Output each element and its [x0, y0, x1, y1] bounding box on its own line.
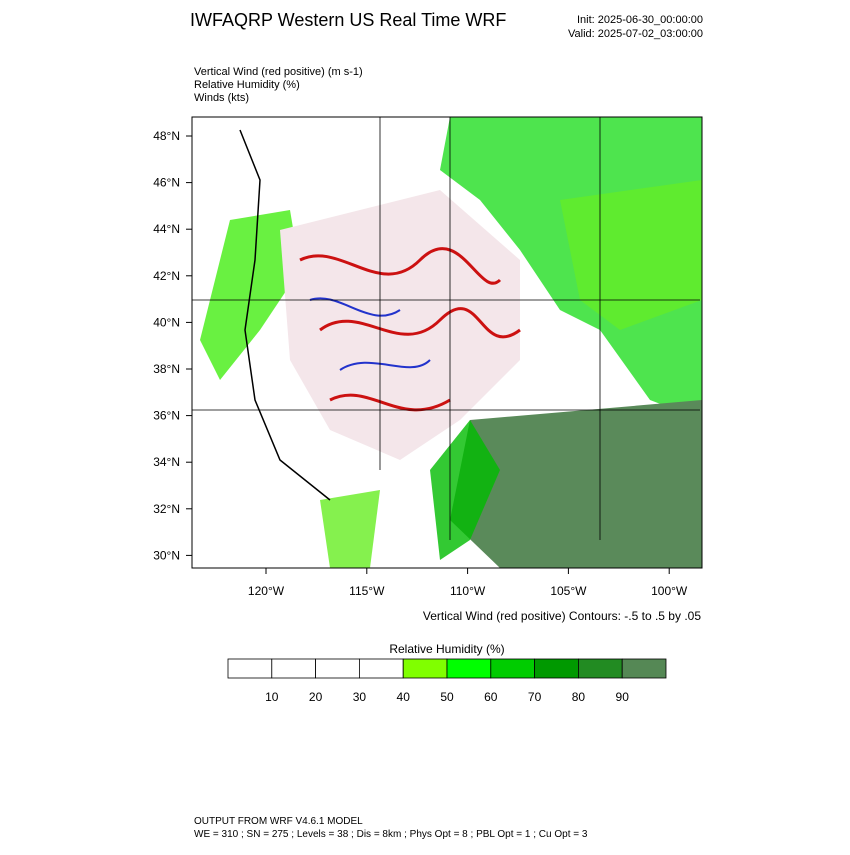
lat-label: 32°N	[153, 502, 180, 516]
lon-label: 105°W	[550, 584, 587, 598]
map	[191, 116, 703, 569]
lat-label: 38°N	[153, 362, 180, 376]
colorbar-label: 80	[572, 690, 586, 704]
colorbar-label: 30	[353, 690, 367, 704]
colorbar-box	[315, 658, 360, 679]
lat-label: 34°N	[153, 455, 180, 469]
lat-label: 42°N	[153, 269, 180, 283]
title: IWFAQRP Western US Real Time WRF	[190, 10, 506, 30]
colorbar-box	[402, 658, 448, 679]
lon-label: 110°W	[450, 584, 486, 598]
contour-note: Vertical Wind (red positive) Contours: -…	[423, 609, 701, 623]
colorbar-label: 60	[484, 690, 498, 704]
colorbar: 10 20 30 40 50 60 70 80 90	[227, 658, 667, 704]
field-label: Vertical Wind (red positive) (m s-1)	[194, 66, 363, 78]
lat-label: 44°N	[153, 222, 180, 236]
lat-label: 30°N	[153, 548, 180, 562]
colorbar-box	[227, 658, 273, 679]
lat-label: 40°N	[153, 315, 180, 329]
colorbar-box	[358, 658, 404, 679]
footer-line: OUTPUT FROM WRF V4.6.1 MODEL	[194, 816, 363, 827]
colorbar-label: 20	[309, 690, 323, 704]
colorbar-box	[446, 658, 492, 679]
valid-time: Valid: 2025-07-02_03:00:00	[568, 28, 703, 40]
colorbar-label: 70	[528, 690, 542, 704]
init-time: Init: 2025-06-30_00:00:00	[577, 14, 703, 26]
colorbar-title: Relative Humidity (%)	[389, 642, 504, 656]
colorbar-box	[621, 658, 667, 679]
colorbar-label: 10	[265, 690, 279, 704]
colorbar-label: 90	[616, 690, 630, 704]
lon-label: 120°W	[248, 584, 285, 598]
lon-label: 115°W	[349, 584, 385, 598]
lon-label: 100°W	[651, 584, 688, 598]
lat-label: 48°N	[153, 129, 180, 143]
colorbar-box	[490, 658, 535, 679]
colorbar-label: 40	[397, 690, 411, 704]
colorbar-box	[578, 658, 623, 679]
field-label: Relative Humidity (%)	[194, 79, 300, 91]
colorbar-label: 50	[440, 690, 454, 704]
lat-label: 36°N	[153, 409, 180, 423]
colorbar-box	[271, 658, 316, 679]
colorbar-box	[534, 658, 579, 679]
footer-line: WE = 310 ; SN = 275 ; Levels = 38 ; Dis …	[194, 829, 588, 840]
field-label: Winds (kts)	[194, 92, 249, 104]
lat-label: 46°N	[153, 176, 180, 190]
